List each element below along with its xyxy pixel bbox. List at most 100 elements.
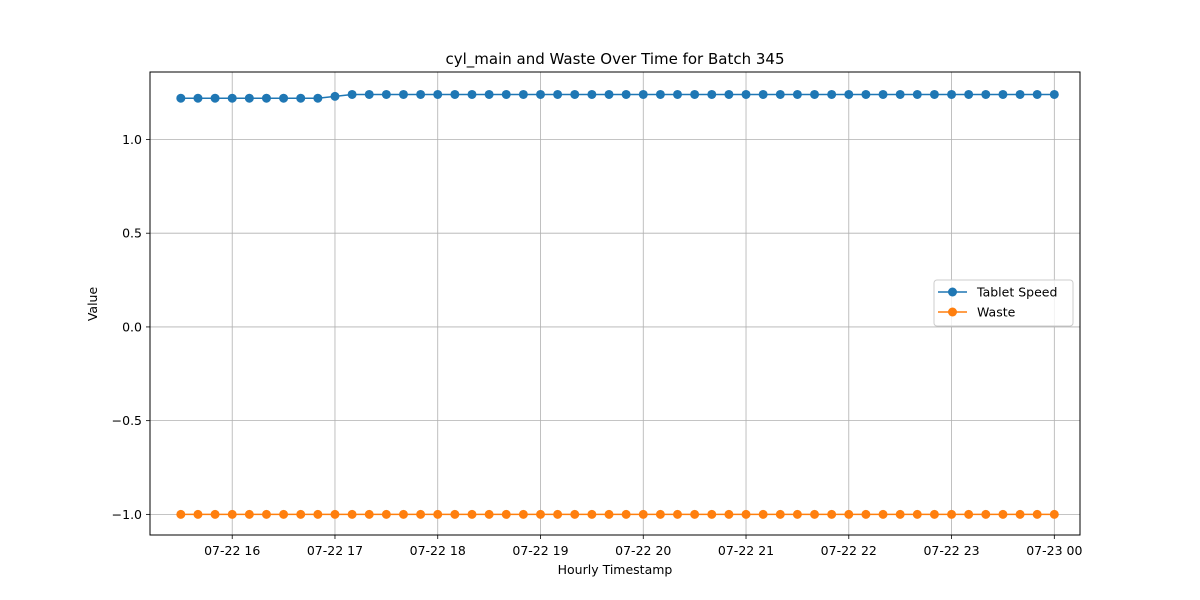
data-point: [621, 509, 631, 519]
x-tick-label: 07-22 19: [512, 543, 568, 558]
data-point: [895, 89, 905, 99]
series-1: [176, 509, 1059, 519]
data-point: [279, 93, 289, 103]
data-point: [347, 89, 357, 99]
x-tick-label: 07-22 18: [410, 543, 466, 558]
data-point: [501, 509, 511, 519]
data-point: [895, 509, 905, 519]
data-point: [964, 509, 974, 519]
data-point: [604, 509, 614, 519]
chart-title: cyl_main and Waste Over Time for Batch 3…: [445, 50, 784, 69]
data-point: [1049, 89, 1059, 99]
data-point: [244, 509, 254, 519]
data-point: [861, 89, 871, 99]
data-point: [330, 91, 340, 101]
data-point: [433, 509, 443, 519]
data-point: [467, 89, 477, 99]
data-point: [655, 89, 665, 99]
data-point: [707, 509, 717, 519]
data-point: [758, 89, 768, 99]
data-point: [827, 509, 837, 519]
data-point: [861, 509, 871, 519]
x-tick-label: 07-22 21: [718, 543, 774, 558]
data-point: [210, 93, 220, 103]
x-axis: 07-22 16 07-22 17 07-22 18 07-22 19 07-22 20…: [204, 535, 1082, 558]
data-point: [570, 89, 580, 99]
data-point: [998, 509, 1008, 519]
data-point: [176, 93, 186, 103]
x-tick-label: 07-22 22: [821, 543, 877, 558]
x-tick-label: 07-22 20: [615, 543, 671, 558]
series-0: [176, 89, 1059, 103]
plot-area-frame: [149, 71, 1081, 536]
data-point: [673, 89, 683, 99]
legend-box: [933, 279, 1074, 327]
legend-label: Waste: [977, 305, 1016, 320]
data-point: [330, 509, 340, 519]
x-tick-label: 07-23 00: [1026, 543, 1082, 558]
data-point: [724, 509, 734, 519]
y-tick-label: 0.0: [122, 319, 142, 334]
data-point: [450, 509, 460, 519]
data-point: [707, 89, 717, 99]
data-point: [398, 509, 408, 519]
y-tick-label: −1.0: [112, 507, 142, 522]
data-point: [244, 93, 254, 103]
data-point: [792, 89, 802, 99]
data-point: [364, 509, 374, 519]
data-point: [1032, 509, 1042, 519]
x-axis-title: Hourly Timestamp: [558, 562, 673, 577]
data-point: [381, 509, 391, 519]
data-point: [981, 89, 991, 99]
data-point: [810, 509, 820, 519]
legend-item: Tablet Speed: [938, 285, 1057, 300]
legend: Tablet Speed Waste: [933, 279, 1074, 327]
legend-label: Tablet Speed: [976, 285, 1057, 300]
data-point: [655, 509, 665, 519]
data-point: [758, 509, 768, 519]
data-point: [964, 89, 974, 99]
data-point: [587, 509, 597, 519]
data-point: [381, 89, 391, 99]
data-point: [604, 89, 614, 99]
data-point: [518, 509, 528, 519]
data-point: [587, 89, 597, 99]
data-point: [724, 89, 734, 99]
legend-marker: [948, 307, 957, 317]
data-point: [947, 509, 957, 519]
data-point: [210, 509, 220, 519]
data-point: [416, 509, 426, 519]
data-point: [279, 509, 289, 519]
data-point: [416, 89, 426, 99]
x-tick-label: 07-22 16: [204, 543, 260, 558]
data-point: [227, 509, 237, 519]
data-point: [570, 509, 580, 519]
data-point: [484, 89, 494, 99]
data-point: [673, 509, 683, 519]
data-point: [467, 509, 477, 519]
data-point: [536, 89, 545, 99]
data-point: [929, 89, 939, 99]
data-point: [1015, 509, 1025, 519]
data-point: [878, 89, 888, 99]
data-point: [792, 509, 802, 519]
data-point: [553, 89, 563, 99]
data-point: [484, 509, 494, 519]
data-point: [433, 89, 443, 99]
data-point: [741, 89, 751, 99]
data-point: [690, 89, 700, 99]
data-point: [741, 509, 751, 519]
legend-marker: [948, 287, 957, 297]
data-point: [518, 89, 528, 99]
data-point: [296, 509, 306, 519]
data-point: [638, 89, 648, 99]
data-point: [621, 89, 631, 99]
data-point: [775, 509, 785, 519]
data-point: [827, 89, 837, 99]
y-tick-label: −0.5: [112, 413, 142, 428]
data-point: [261, 509, 271, 519]
data-point: [844, 89, 854, 99]
data-point: [536, 509, 545, 519]
legend-item: Waste: [938, 305, 1016, 320]
